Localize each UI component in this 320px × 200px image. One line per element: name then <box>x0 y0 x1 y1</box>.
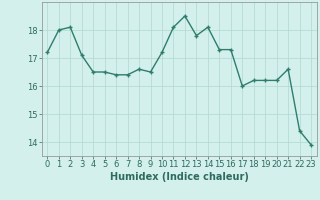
X-axis label: Humidex (Indice chaleur): Humidex (Indice chaleur) <box>110 172 249 182</box>
